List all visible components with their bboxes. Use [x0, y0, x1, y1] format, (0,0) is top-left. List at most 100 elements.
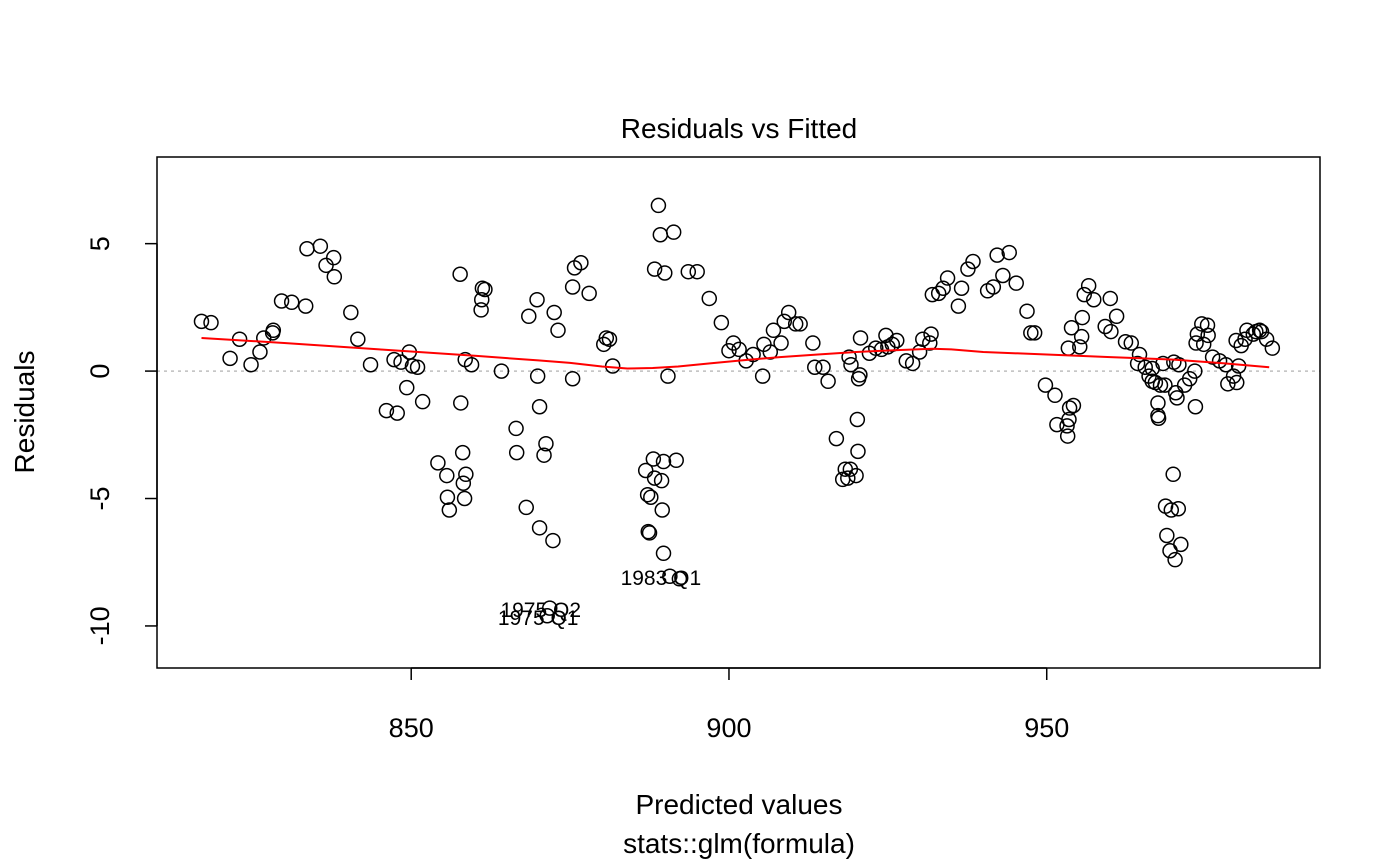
- data-point: [409, 359, 426, 376]
- data-point: [680, 263, 697, 280]
- data-point: [1080, 277, 1097, 294]
- data-point: [297, 298, 314, 314]
- data-point: [1163, 502, 1180, 518]
- data-point: [1076, 286, 1092, 303]
- data-point: [1001, 244, 1017, 261]
- data-point: [518, 499, 534, 516]
- data-point: [1169, 390, 1185, 406]
- data-point: [1073, 328, 1090, 345]
- data-point: [898, 353, 915, 369]
- data-point: [1059, 418, 1075, 434]
- point-annotation: 1975 Q1: [498, 607, 579, 630]
- data-point: [203, 314, 219, 331]
- data-point: [283, 294, 300, 311]
- data-point: [660, 368, 676, 384]
- data-point: [965, 253, 981, 270]
- data-point: [950, 298, 967, 314]
- data-point: [453, 395, 469, 411]
- data-point: [665, 224, 682, 240]
- data-point: [536, 447, 552, 463]
- point-annotation: 1983 Q1: [621, 567, 702, 590]
- data-point: [1137, 359, 1153, 376]
- data-point: [265, 322, 282, 339]
- data-point: [529, 368, 546, 384]
- data-point: [745, 346, 761, 363]
- data-point: [776, 313, 793, 330]
- data-point: [531, 399, 548, 415]
- x-tick-label: 850: [389, 713, 434, 743]
- data-point: [508, 444, 525, 461]
- data-point: [852, 330, 869, 346]
- data-point: [668, 452, 684, 469]
- data-point: [474, 291, 490, 308]
- data-point: [222, 350, 238, 367]
- data-point: [637, 462, 654, 479]
- x-axis-label: Predicted values: [635, 789, 842, 820]
- x-axis-sublabel: stats::glm(formula): [623, 828, 855, 859]
- data-point: [1228, 374, 1245, 391]
- data-point: [1165, 466, 1181, 483]
- data-point: [1167, 551, 1183, 568]
- data-point: [646, 261, 663, 277]
- data-point: [848, 467, 864, 484]
- data-point: [389, 405, 405, 421]
- data-point: [939, 270, 956, 286]
- y-axis: -10 -5 0 5: [85, 236, 158, 645]
- data-point: [884, 336, 901, 353]
- y-tick-label: 0: [85, 364, 115, 379]
- data-point: [1072, 339, 1088, 355]
- data-point: [477, 281, 493, 298]
- data-point: [1061, 411, 1077, 428]
- data-point: [243, 356, 259, 373]
- data-point: [1061, 400, 1078, 416]
- data-point: [596, 336, 612, 353]
- data-point: [538, 435, 554, 452]
- data-point: [581, 285, 597, 302]
- data-point: [493, 363, 510, 379]
- data-point: [792, 316, 808, 332]
- data-point: [1074, 309, 1091, 326]
- data-point: [657, 265, 673, 281]
- x-axis: 850 900 950: [389, 667, 1069, 743]
- data-point: [1047, 387, 1063, 404]
- data-point: [780, 304, 797, 321]
- data-point: [953, 280, 970, 297]
- data-point: [922, 335, 938, 351]
- data-point: [1171, 356, 1187, 373]
- data-point: [531, 520, 548, 536]
- data-point: [473, 302, 489, 318]
- data-point: [645, 451, 662, 467]
- data-point: [508, 420, 524, 437]
- data-point: [662, 568, 678, 584]
- data-point: [639, 486, 656, 503]
- data-point: [1200, 327, 1216, 344]
- data-point: [841, 349, 857, 365]
- data-point: [960, 261, 976, 277]
- data-point: [840, 470, 856, 486]
- data-point: [721, 342, 737, 359]
- data-point: [1129, 355, 1146, 372]
- data-point: [454, 444, 471, 461]
- data-point: [820, 373, 836, 390]
- data-point: [399, 379, 415, 396]
- data-point: [1157, 377, 1173, 393]
- data-point: [1097, 318, 1113, 335]
- data-point: [989, 247, 1005, 263]
- data-point: [1103, 323, 1119, 340]
- data-point: [754, 368, 771, 384]
- y-tick-label: -5: [85, 486, 115, 510]
- data-point: [995, 267, 1011, 284]
- data-point: [762, 344, 779, 360]
- data-point: [1152, 377, 1169, 393]
- data-point: [550, 322, 566, 339]
- data-point: [1253, 323, 1270, 340]
- data-point: [542, 600, 558, 616]
- data-point: [1063, 320, 1080, 336]
- data-point: [1123, 335, 1140, 351]
- data-point: [564, 279, 581, 295]
- data-point: [1188, 335, 1204, 351]
- data-point: [362, 356, 379, 373]
- data-point: [343, 304, 359, 321]
